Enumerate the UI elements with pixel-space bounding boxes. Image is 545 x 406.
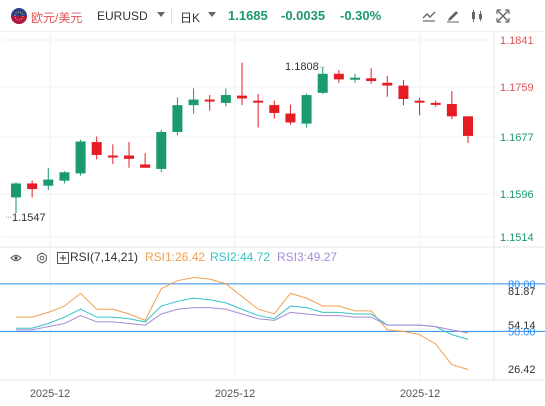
candle-body [27, 183, 37, 189]
candle-body [382, 83, 392, 86]
candle-body [253, 101, 263, 103]
pair-name-cn[interactable]: 欧元/美元 [31, 9, 82, 26]
x-axis-label: 2025-12 [400, 388, 440, 400]
candle [156, 130, 166, 173]
candle-body [415, 101, 425, 103]
candle-body [318, 74, 328, 93]
last-price: 1.1685 [228, 8, 268, 23]
candle [269, 101, 279, 119]
toolbar: 欧元/美元 EURUSD 日K 1.1685 -0.0035 -0.30% [0, 0, 545, 32]
candle-body [43, 180, 53, 186]
pair-dropdown-icon[interactable] [157, 12, 165, 17]
low-label: 1.1547 [12, 212, 46, 224]
pair-code[interactable]: EURUSD [97, 9, 148, 23]
timeframe-selector[interactable]: 日K [180, 9, 200, 26]
candle [92, 136, 102, 159]
add-indicator-icon[interactable] [57, 252, 69, 264]
candle-body [92, 142, 102, 155]
candle-body [140, 164, 150, 167]
candle-body [11, 183, 21, 197]
candle-body [205, 100, 215, 102]
candle-body [237, 96, 247, 99]
candle-body [108, 155, 118, 157]
candle [11, 182, 21, 213]
candle [431, 101, 441, 107]
candle [140, 153, 150, 168]
x-axis-label: 2025-12 [30, 388, 70, 400]
candle-body [302, 95, 312, 124]
candle [124, 142, 134, 168]
candle-body [76, 142, 86, 174]
candle-body [189, 100, 199, 106]
candle [398, 80, 408, 105]
price-axis-label: 1.1841 [500, 35, 534, 47]
candle [59, 171, 69, 183]
hide-icon[interactable] [10, 252, 22, 264]
candle [350, 74, 360, 83]
settings-icon[interactable] [36, 252, 48, 264]
candle [318, 67, 328, 94]
candle [27, 181, 37, 198]
candle [76, 140, 86, 176]
candle-body [350, 78, 360, 80]
rsi1-line [16, 278, 468, 370]
candle-body [124, 155, 134, 158]
candle [189, 88, 199, 113]
fullscreen-icon[interactable] [496, 9, 510, 23]
price-chart[interactable]: 1.1841 1.1759 1.1677 1.1596 1.1514 1.1808 1.15… [0, 32, 545, 406]
candle-body [285, 114, 295, 123]
candle [334, 70, 344, 83]
candle-body [269, 105, 279, 113]
eu-flag-icon [11, 8, 27, 24]
price-axis-label: 1.1677 [500, 132, 534, 144]
draw-icon[interactable] [446, 9, 460, 23]
rsi-axis-label: 26.42 [508, 364, 536, 376]
indicator-icon[interactable] [470, 9, 484, 23]
candle [237, 63, 247, 106]
candle-body [463, 116, 473, 136]
grid [2, 32, 494, 379]
candle-body [172, 105, 182, 132]
rsi-axis-label: 50.00 [508, 326, 536, 338]
price-change: -0.0035 [281, 8, 325, 23]
candle-body [334, 74, 344, 80]
candle-body [398, 86, 408, 99]
candle-body [156, 132, 166, 169]
candle-body [447, 104, 457, 116]
candle-body [366, 78, 376, 81]
rsi3-line [16, 308, 468, 333]
timeframe-dropdown-icon[interactable] [208, 12, 216, 17]
x-axis-label: 2025-12 [215, 388, 255, 400]
candle [108, 144, 118, 164]
candle [253, 94, 263, 128]
candle-body [221, 95, 231, 103]
candle-body [59, 172, 69, 180]
candle [382, 76, 392, 97]
candle-body [431, 103, 441, 105]
candle [221, 88, 231, 106]
rsi3-value: RSI3:49.27 [277, 250, 337, 264]
rsi1-value: RSI1:26.42 [145, 250, 205, 264]
price-change-pct: -0.30% [340, 8, 381, 23]
rsi-title[interactable]: RSI(7,14,21) [70, 250, 138, 264]
price-axis-label: 1.1596 [500, 189, 534, 201]
candle [447, 91, 457, 119]
candle [366, 68, 376, 84]
candle [285, 105, 295, 125]
high-label: 1.1808 [285, 61, 319, 73]
rsi-axis-label: 81.87 [508, 286, 536, 298]
divider [171, 8, 172, 24]
candle [463, 116, 473, 143]
candle [415, 98, 425, 115]
candle [302, 93, 312, 127]
rsi2-value: RSI2:44.72 [210, 250, 270, 264]
line-chart-icon[interactable] [422, 9, 436, 23]
rsi2-line [16, 298, 468, 339]
price-axis-label: 1.1514 [500, 232, 534, 244]
candle [172, 97, 182, 135]
candle [43, 168, 53, 190]
price-axis-label: 1.1759 [500, 82, 534, 94]
candle [205, 95, 215, 111]
